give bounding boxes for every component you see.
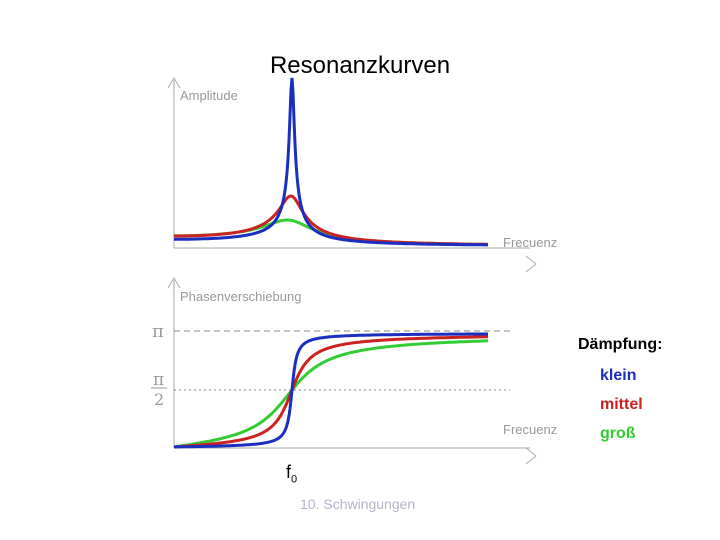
phase-y-label: Phasenverschiebung	[180, 289, 301, 304]
legend-heading: Dämpfung:	[578, 336, 663, 353]
resonance-frequency-label: f0	[286, 462, 298, 486]
legend-item-klein: klein	[600, 367, 637, 384]
amplitude-y-arrow	[167, 77, 181, 89]
phase-x-arrow	[525, 447, 537, 465]
amplitude-curve-gross	[174, 218, 488, 246]
amplitude-y-label: Amplitude	[180, 88, 238, 103]
phase-axes: Phasenverschiebung Frecuenz π π 2	[151, 277, 557, 465]
phase-curve-mittel	[173, 335, 488, 449]
amplitude-curve-klein	[174, 77, 488, 247]
phase-x-label: Frecuenz	[503, 422, 557, 437]
amplitude-x-label: Frecuenz	[503, 235, 557, 250]
phase-curves	[173, 332, 488, 449]
page-title: Resonanzkurven	[269, 52, 451, 79]
amplitude-x-arrow	[525, 255, 537, 273]
phase-curve-klein	[174, 332, 488, 449]
phase-curve-gross	[173, 339, 488, 449]
legend-item-mittel: mittel	[600, 396, 643, 413]
footer-label: 10. Schwingungen	[300, 496, 416, 512]
half-pi-denominator: 2	[154, 390, 164, 409]
amplitude-axes: Amplitude Frecuenz	[167, 77, 557, 273]
half-pi-numerator: π	[153, 370, 164, 390]
phase-y-arrow	[167, 277, 181, 289]
pi-tick-label: π	[152, 321, 164, 342]
legend-item-gross: groß	[600, 425, 636, 442]
amplitude-curves	[173, 77, 488, 247]
